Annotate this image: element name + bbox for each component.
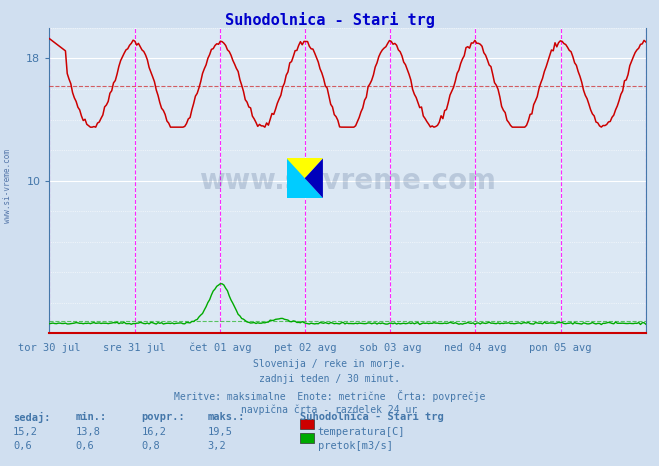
Text: 19,5: 19,5 — [208, 427, 233, 437]
Text: pon 05 avg: pon 05 avg — [529, 343, 592, 352]
Text: 13,8: 13,8 — [76, 427, 101, 437]
Text: maks.:: maks.: — [208, 412, 245, 422]
Text: povpr.:: povpr.: — [142, 412, 185, 422]
Text: čet 01 avg: čet 01 avg — [188, 343, 251, 353]
Text: Meritve: maksimalne  Enote: metrične  Črta: povprečje: Meritve: maksimalne Enote: metrične Črta… — [174, 390, 485, 402]
Text: Suhodolnica - Stari trg: Suhodolnica - Stari trg — [300, 412, 444, 423]
Text: Slovenija / reke in morje.: Slovenija / reke in morje. — [253, 359, 406, 369]
Text: Suhodolnica - Stari trg: Suhodolnica - Stari trg — [225, 12, 434, 27]
Text: www.si-vreme.com: www.si-vreme.com — [199, 166, 496, 195]
Polygon shape — [287, 158, 323, 198]
Text: tor 30 jul: tor 30 jul — [18, 343, 80, 352]
Text: 15,2: 15,2 — [13, 427, 38, 437]
Text: 0,6: 0,6 — [13, 441, 32, 451]
Polygon shape — [304, 158, 323, 198]
Text: 0,8: 0,8 — [142, 441, 160, 451]
Text: 16,2: 16,2 — [142, 427, 167, 437]
Text: temperatura[C]: temperatura[C] — [318, 427, 405, 437]
Text: pretok[m3/s]: pretok[m3/s] — [318, 441, 393, 451]
Text: 0,6: 0,6 — [76, 441, 94, 451]
Text: 3,2: 3,2 — [208, 441, 226, 451]
Text: zadnji teden / 30 minut.: zadnji teden / 30 minut. — [259, 374, 400, 384]
Text: navpična črta - razdelek 24 ur: navpična črta - razdelek 24 ur — [241, 405, 418, 416]
Text: www.si-vreme.com: www.si-vreme.com — [3, 150, 13, 223]
Text: sob 03 avg: sob 03 avg — [359, 343, 422, 352]
Text: pet 02 avg: pet 02 avg — [273, 343, 336, 352]
Polygon shape — [287, 158, 323, 198]
Text: min.:: min.: — [76, 412, 107, 422]
Text: sedaj:: sedaj: — [13, 412, 51, 424]
Text: ned 04 avg: ned 04 avg — [444, 343, 507, 352]
Text: sre 31 jul: sre 31 jul — [103, 343, 166, 352]
